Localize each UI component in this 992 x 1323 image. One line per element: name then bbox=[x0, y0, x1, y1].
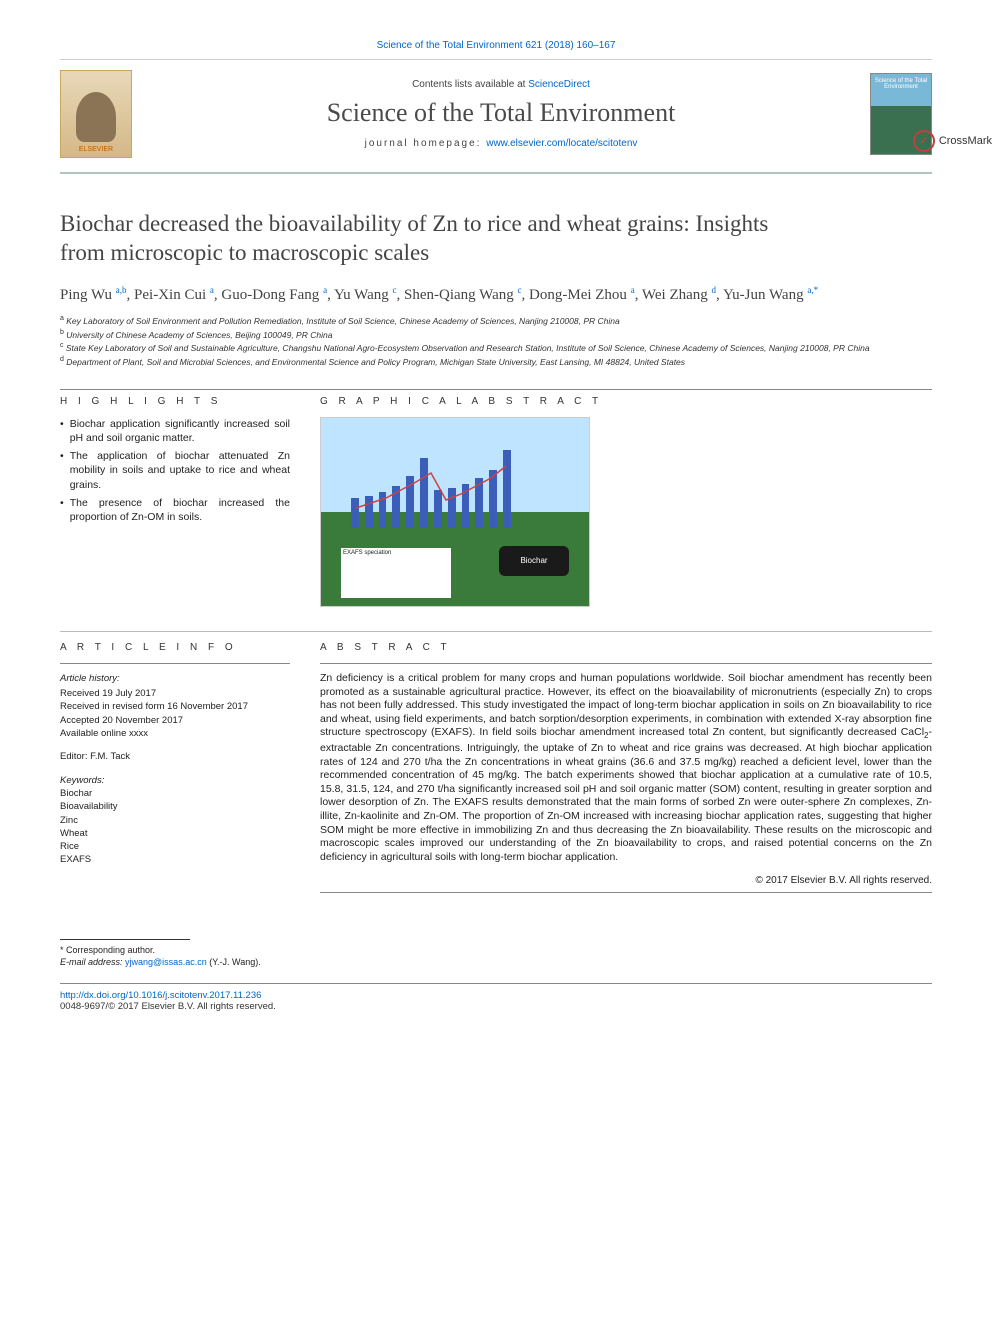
crossmark-badge[interactable]: ✓ CrossMark bbox=[913, 130, 992, 152]
journal-name: Science of the Total Environment bbox=[142, 98, 860, 128]
article-history: Article history: Received 19 July 2017Re… bbox=[60, 672, 290, 867]
highlights-list: Biochar application significantly increa… bbox=[60, 417, 290, 524]
sciencedirect-link[interactable]: ScienceDirect bbox=[528, 79, 590, 90]
ga-biochar-label: Biochar bbox=[499, 546, 569, 576]
footer: * Corresponding author. E-mail address: … bbox=[60, 939, 932, 1012]
abstract-heading: A B S T R A C T bbox=[320, 642, 932, 653]
author-list: Ping Wu a,b, Pei-Xin Cui a, Guo-Dong Fan… bbox=[60, 284, 932, 307]
contents-line: Contents lists available at ScienceDirec… bbox=[142, 79, 860, 90]
journal-citation[interactable]: Science of the Total Environment 621 (20… bbox=[60, 40, 932, 51]
editor: Editor: F.M. Tack bbox=[60, 750, 290, 763]
journal-header: ELSEVIER Contents lists available at Sci… bbox=[60, 59, 932, 174]
corr-email[interactable]: yjwang@issas.ac.cn bbox=[125, 957, 207, 967]
issn-line: 0048-9697/© 2017 Elsevier B.V. All right… bbox=[60, 1001, 932, 1012]
corresponding-author: * Corresponding author. bbox=[60, 944, 932, 957]
elsevier-logo: ELSEVIER bbox=[60, 70, 132, 158]
highlights-heading: H I G H L I G H T S bbox=[60, 396, 290, 407]
abstract-text: Zn deficiency is a critical problem for … bbox=[320, 672, 932, 865]
ga-exafs-label: EXAFS speciation bbox=[341, 548, 451, 598]
article-info-heading: A R T I C L E I N F O bbox=[60, 642, 290, 653]
doi-link[interactable]: http://dx.doi.org/10.1016/j.scitotenv.20… bbox=[60, 990, 932, 1001]
keywords-heading: Keywords: bbox=[60, 774, 290, 787]
copyright: © 2017 Elsevier B.V. All rights reserved… bbox=[320, 875, 932, 886]
journal-homepage: journal homepage: www.elsevier.com/locat… bbox=[142, 138, 860, 149]
article-title: Biochar decreased the bioavailability of… bbox=[60, 210, 790, 268]
homepage-url[interactable]: www.elsevier.com/locate/scitotenv bbox=[486, 138, 637, 149]
affiliations: a Key Laboratory of Soil Environment and… bbox=[60, 314, 932, 369]
graphical-abstract-heading: G R A P H I C A L A B S T R A C T bbox=[320, 396, 932, 407]
graphical-abstract: Biochar EXAFS speciation bbox=[320, 417, 590, 607]
